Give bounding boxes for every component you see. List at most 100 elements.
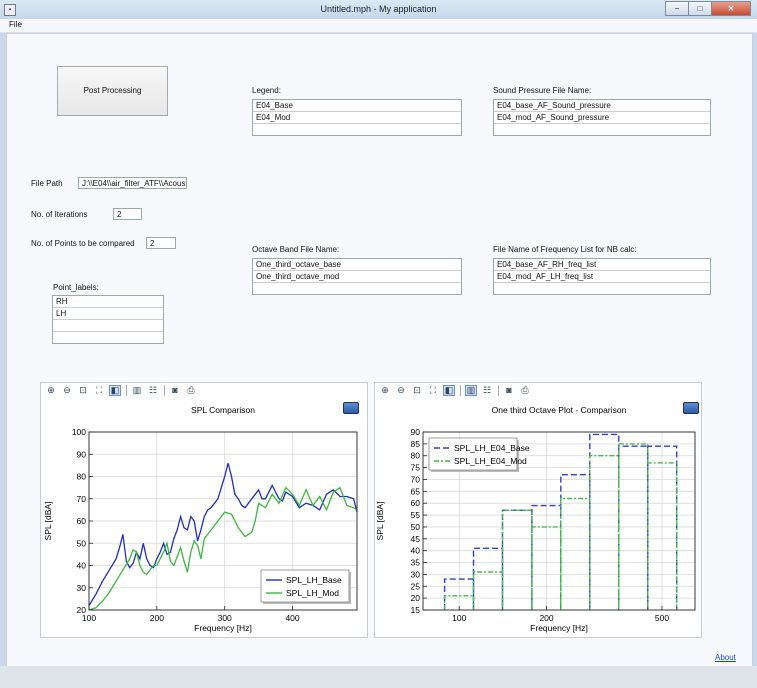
x-tick-label: 200 [150, 613, 164, 623]
sound-pressure-row[interactable] [494, 124, 710, 135]
menu-file[interactable]: File [9, 20, 22, 29]
zoom-in-icon[interactable]: ⊕ [381, 384, 389, 395]
sound-pressure-table[interactable]: E04_base_AF_Sound_pressure E04_mod_AF_So… [493, 99, 711, 136]
legend-entry: SPL_LH_E04_Base [454, 443, 530, 453]
octave-band-row[interactable]: One_third_octave_base [253, 259, 461, 271]
point-labels-row[interactable]: LH [53, 308, 163, 320]
freq-list-row[interactable]: E04_base_AF_RH_freq_list [494, 259, 710, 271]
legend-entry: SPL_LH_Base [286, 575, 342, 585]
print-icon[interactable]: ⎙ [521, 384, 529, 395]
freq-list-row[interactable] [494, 283, 710, 294]
title-bar: ▪ Untitled.mph - My application − □ ✕ [0, 0, 757, 19]
toolbar-separator [498, 384, 499, 396]
y-tick-label: 30 [411, 569, 421, 579]
point-labels-row[interactable]: RH [53, 296, 163, 308]
series-line-SPL_LH_E04_Mod [443, 443, 678, 610]
camera-icon[interactable]: ◙ [172, 385, 178, 395]
zoom-out-icon[interactable]: ⊖ [397, 384, 405, 395]
y-tick-label: 40 [77, 561, 87, 571]
app-icon[interactable]: ▪ [4, 4, 16, 16]
post-processing-button[interactable]: Post Processing [57, 66, 168, 116]
window-title: Untitled.mph - My application [320, 4, 437, 14]
octave-band-table[interactable]: One_third_octave_base One_third_octave_m… [252, 258, 462, 295]
legend-row[interactable] [253, 124, 461, 135]
legend-table[interactable]: E04_Base E04_Mod [252, 99, 462, 136]
legend-row[interactable]: E04_Base [253, 100, 461, 112]
spl-comparison-chart: SPL Comparison 20 30 40 50 60 70 80 90 100 100 200 3… [43, 405, 358, 633]
toolbar-separator [164, 384, 165, 396]
plot-frame [422, 431, 696, 611]
maximize-button[interactable]: □ [688, 1, 712, 16]
series-line-SPL_LH_E04_Base [443, 433, 678, 610]
legend-row[interactable]: E04_Mod [253, 112, 461, 124]
legend-entry: SPL_LH_E04_Mod [454, 456, 527, 466]
about-link[interactable]: About [715, 653, 736, 662]
zoom-box-icon[interactable]: ⊡ [413, 384, 421, 395]
y-tick-label: 25 [411, 581, 421, 591]
zoom-extents-icon[interactable]: ⛶ [429, 384, 437, 395]
file-path-label: File Path [31, 179, 63, 188]
y-tick-label: 55 [411, 510, 421, 520]
minimize-button[interactable]: − [665, 1, 689, 16]
point-labels-label: Point_labels: [53, 283, 99, 292]
y-tick-label: 85 [411, 439, 421, 449]
grid-icon[interactable]: ▥ [132, 384, 142, 395]
chart-panel-spl: ⊕ ⊖ ⊡ ⛶ ◧ ▥ ☷ ◙ ⎙ SPL Comparison 20 30 40 50… [40, 382, 368, 638]
legend-box [428, 437, 518, 471]
y-tick-label: 70 [411, 474, 421, 484]
table-icon[interactable]: ☷ [148, 384, 158, 395]
y-tick-label: 50 [77, 538, 87, 548]
print-icon[interactable]: ⎙ [187, 384, 195, 395]
graphics-toggle-icon[interactable] [683, 402, 699, 414]
close-button[interactable]: ✕ [711, 1, 751, 16]
octave-band-label: Octave Band File Name: [252, 245, 340, 254]
x-tick-label: 400 [285, 613, 299, 623]
iterations-label: No. of Iterations [31, 210, 88, 219]
y-tick-label: 20 [411, 593, 421, 603]
graphics-toggle-icon[interactable] [343, 402, 359, 414]
chart-title: SPL Comparison [191, 405, 255, 415]
y-tick-label: 90 [411, 427, 421, 437]
scene-light-icon[interactable]: ◧ [109, 384, 121, 396]
x-axis-label: Frequency [Hz] [194, 623, 252, 633]
sound-pressure-label: Sound Pressure File Name: [493, 86, 592, 95]
y-tick-label: 15 [411, 605, 421, 615]
zoom-extents-icon[interactable]: ⛶ [95, 384, 103, 395]
point-labels-row[interactable] [53, 320, 163, 332]
y-tick-label: 100 [72, 427, 86, 437]
table-icon[interactable]: ☷ [482, 384, 492, 395]
iterations-input[interactable]: 2 [113, 208, 142, 220]
y-axis-label: SPL [dBA] [43, 502, 53, 541]
x-tick-label: 300 [218, 613, 232, 623]
freq-list-row[interactable]: E04_mod_AF_LH_freq_list [494, 271, 710, 283]
y-tick-label: 80 [411, 451, 421, 461]
x-tick-label: 100 [452, 613, 466, 623]
points-input[interactable]: 2 [146, 237, 176, 249]
toolbar-separator [126, 384, 127, 396]
point-labels-table[interactable]: RH LH [52, 295, 164, 344]
sound-pressure-row[interactable]: E04_base_AF_Sound_pressure [494, 100, 710, 112]
zoom-out-icon[interactable]: ⊖ [63, 384, 71, 395]
zoom-in-icon[interactable]: ⊕ [47, 384, 55, 395]
legend-entry: SPL_LH_Mod [286, 588, 339, 598]
grid-icon[interactable]: ▥ [465, 384, 477, 396]
sound-pressure-row[interactable]: E04_mod_AF_Sound_pressure [494, 112, 710, 124]
x-tick-label: 100 [82, 613, 96, 623]
file-path-input[interactable]: J:\\E04\\air_filter_ATF\\Acoust [78, 177, 187, 189]
toolbar-separator [460, 384, 461, 396]
point-labels-row[interactable] [53, 332, 163, 343]
octave-band-row[interactable]: One_third_octave_mod [253, 271, 461, 283]
legend-label: Legend: [252, 86, 281, 95]
y-tick-label: 75 [411, 463, 421, 473]
zoom-box-icon[interactable]: ⊡ [79, 384, 87, 395]
chart-toolbar: ⊕ ⊖ ⊡ ⛶ ◧ ▥ ☷ ◙ ⎙ [375, 383, 531, 397]
freq-list-label: File Name of Frequency List for NB calc: [493, 245, 637, 254]
menu-bar: File [0, 19, 757, 33]
y-tick-label: 80 [77, 472, 87, 482]
camera-icon[interactable]: ◙ [506, 385, 512, 395]
octave-band-row[interactable] [253, 283, 461, 294]
y-tick-label: 20 [77, 605, 87, 615]
freq-list-table[interactable]: E04_base_AF_RH_freq_list E04_mod_AF_LH_f… [493, 258, 711, 295]
scene-light-icon[interactable]: ◧ [443, 384, 455, 396]
y-tick-label: 90 [77, 449, 87, 459]
